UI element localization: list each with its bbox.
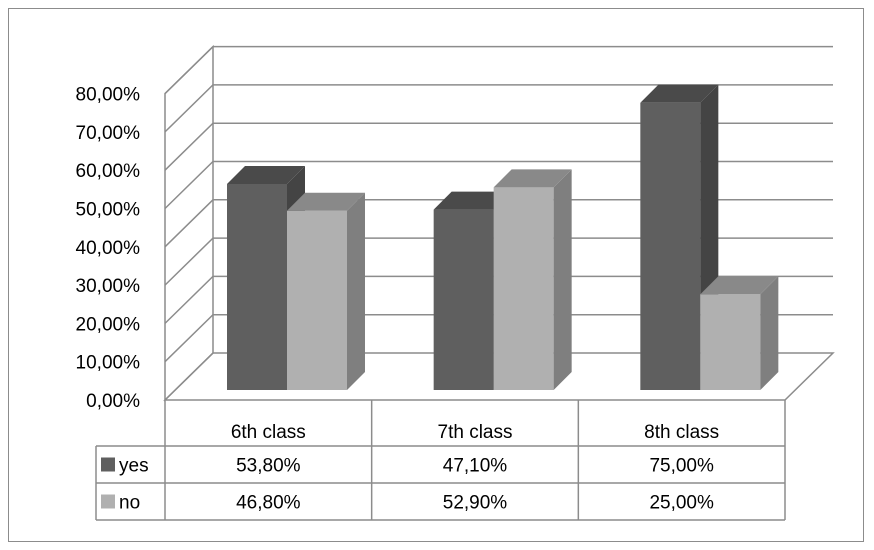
gridline: [164, 199, 833, 248]
data-label: 46,80%: [236, 493, 301, 514]
gridline: [164, 237, 833, 286]
bars: [227, 84, 779, 390]
bar-top-no: [700, 276, 779, 295]
bar-side-no: [553, 169, 572, 390]
bar-front-no: [493, 187, 554, 390]
gridline: [164, 122, 833, 171]
gridline: [164, 160, 833, 210]
gridlines: [164, 45, 833, 363]
data-label: 53,80%: [236, 456, 301, 477]
y-tick-label: 50,00%: [76, 200, 141, 221]
bar-top-yes: [640, 84, 719, 103]
bar-front-yes: [433, 209, 494, 390]
gridline: [164, 313, 833, 363]
category-label: 8th class: [644, 422, 719, 443]
bar-front-yes: [640, 102, 701, 390]
gridline: [164, 275, 833, 324]
y-tick-label: 60,00%: [76, 161, 141, 182]
gridline: [164, 84, 833, 133]
y-tick-label: 40,00%: [76, 238, 141, 259]
legend-label: yes: [119, 456, 149, 477]
bar-top-yes: [227, 165, 305, 184]
bar-side-no: [760, 276, 779, 390]
legend-key-no: [101, 494, 115, 509]
y-tick-label: 80,00%: [76, 85, 141, 106]
data-label: 75,00%: [649, 456, 714, 477]
gridline: [164, 45, 833, 95]
bar-front-yes: [227, 183, 287, 390]
category-label: 7th class: [438, 422, 513, 443]
y-tick-label: 0,00%: [86, 391, 140, 412]
y-tick-label: 10,00%: [76, 353, 141, 374]
legend-label: no: [119, 493, 140, 514]
y-tick-label: 70,00%: [76, 123, 141, 144]
bar-top-no: [287, 192, 365, 211]
data-label: 47,10%: [443, 456, 508, 477]
bar-front-no: [700, 294, 761, 390]
legend-key-yes: [101, 457, 115, 472]
bar-front-no: [287, 210, 347, 390]
y-axis-tick-labels: 0,00% 10,00% 20,00% 30,00% 40,00% 50,00% 60,00…: [76, 85, 141, 412]
data-table: 6th class 7th class 8th class yes 53,80% 47,1…: [95, 400, 786, 521]
bar-side-no: [347, 192, 365, 390]
chart-frame: [8, 8, 864, 542]
y-tick-label: 30,00%: [76, 276, 141, 297]
bar-top-yes: [433, 191, 512, 210]
data-label: 25,00%: [649, 493, 714, 514]
y-tick-label: 20,00%: [76, 314, 141, 335]
category-label: 6th class: [231, 422, 306, 443]
data-label: 52,90%: [443, 493, 508, 514]
bar-top-no: [493, 169, 572, 188]
